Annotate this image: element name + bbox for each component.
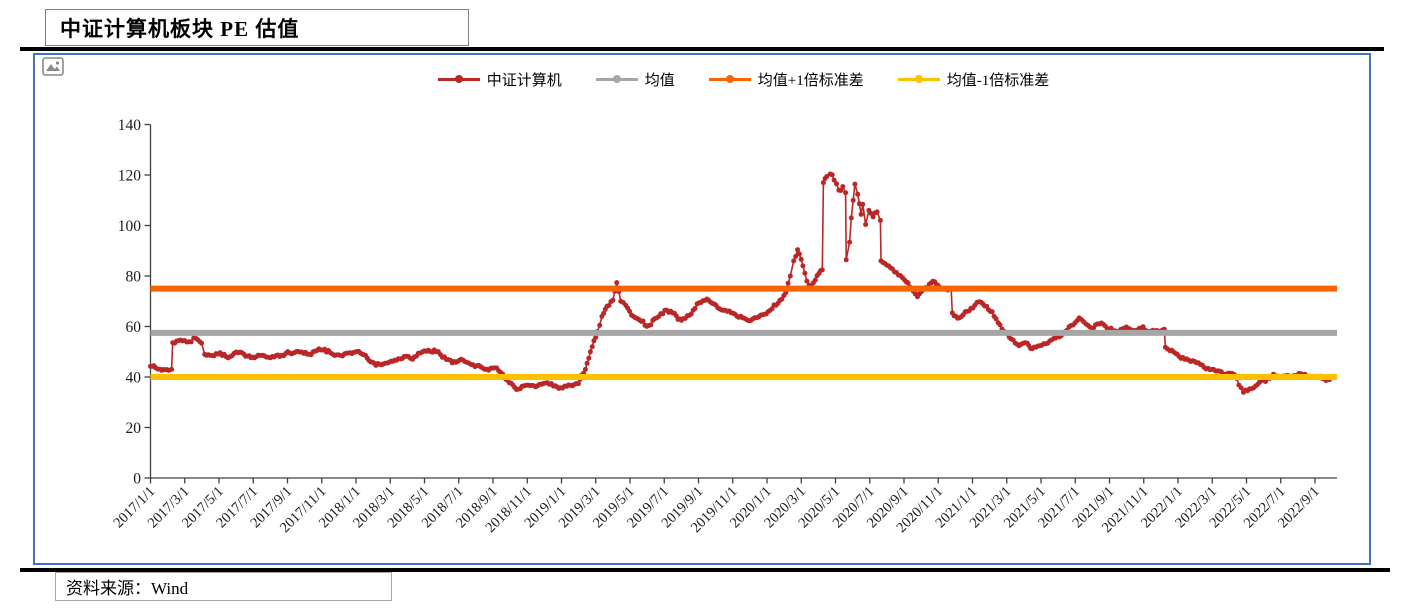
svg-text:80: 80 <box>126 269 142 286</box>
chart-object-frame[interactable] <box>33 53 1371 565</box>
legend-item-mean-plus-1sd: 均值+1倍标准差 <box>708 69 864 90</box>
svg-text:140: 140 <box>118 117 142 134</box>
legend-item-csi-computer: 中证计算机 <box>437 69 562 90</box>
legend-label-mean-plus-1sd: 均值+1倍标准差 <box>757 73 864 89</box>
svg-text:0: 0 <box>133 471 141 488</box>
series-csi-computer <box>148 171 1333 395</box>
legend-label-csi-computer: 中证计算机 <box>486 73 562 89</box>
svg-text:120: 120 <box>118 168 142 185</box>
source-box: 资料来源：Wind <box>55 572 392 601</box>
legend-marker-mean-plus-1sd <box>708 75 751 84</box>
figure-title: 中证计算机板块 PE 估值 <box>60 16 300 41</box>
legend-marker-mean <box>595 75 638 84</box>
legend-marker-csi-computer <box>437 75 480 84</box>
x-axis-ticks: 2017/1/12017/3/12017/5/12017/7/12017/9/1… <box>111 478 1323 536</box>
chart-legend: 中证计算机 均值 均值+1倍标准差 均值-1倍标准差 <box>150 69 1337 90</box>
axes <box>149 124 1337 479</box>
legend-marker-mean-minus-1sd <box>897 75 940 84</box>
image-icon <box>42 57 64 76</box>
legend-item-mean-minus-1sd: 均值-1倍标准差 <box>897 69 1050 90</box>
legend-label-mean: 均值 <box>644 73 675 89</box>
legend-label-mean-minus-1sd: 均值-1倍标准差 <box>946 73 1050 89</box>
svg-text:40: 40 <box>126 370 142 387</box>
svg-text:20: 20 <box>126 420 142 437</box>
legend-item-mean: 均值 <box>595 69 675 90</box>
top-divider <box>20 47 1384 51</box>
y-axis-ticks: 0 20 40 60 80 100 120 140 <box>118 117 151 488</box>
source-label: 资料来源：Wind <box>66 579 189 598</box>
figure-title-box: 中证计算机板块 PE 估值 <box>45 9 469 46</box>
svg-text:100: 100 <box>118 218 142 235</box>
svg-text:60: 60 <box>126 319 142 336</box>
bottom-divider <box>20 568 1390 572</box>
